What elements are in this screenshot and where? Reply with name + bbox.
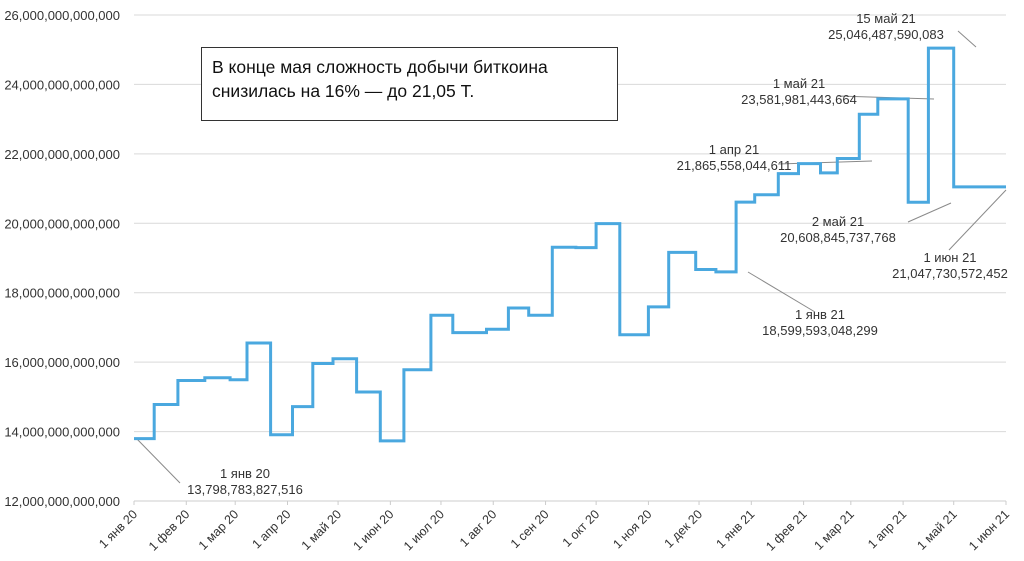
- annotation-label: 1 апр 21 21,865,558,044,611: [677, 142, 792, 173]
- annotation-label: 15 май 21 25,046,487,590,083: [828, 11, 944, 42]
- annotation-value: 21,865,558,044,611: [677, 158, 792, 173]
- y-tick-label: 12,000,000,000,000: [4, 494, 120, 509]
- x-tick-label: 1 июн 20: [350, 507, 396, 553]
- x-tick-label: 1 июн 21: [966, 507, 1012, 553]
- annotation-date: 1 июн 21: [923, 250, 976, 265]
- annotation-date: 1 апр 21: [709, 142, 759, 157]
- annotation-date: 2 май 21: [812, 214, 864, 229]
- annotation-leader-line: [948, 189, 1007, 251]
- x-tick-label: 1 июл 20: [401, 507, 447, 553]
- annotation-label: 1 янв 20 13,798,783,827,516: [187, 466, 303, 497]
- annotation-date: 1 янв 20: [220, 466, 270, 481]
- annotation-leader-line: [135, 437, 181, 484]
- y-tick-label: 24,000,000,000,000: [4, 77, 120, 92]
- x-tick-label: 1 фев 21: [763, 507, 809, 553]
- x-tick-label: 1 ноя 20: [610, 507, 654, 551]
- annotation-leader-line: [777, 160, 873, 165]
- x-tick-label: 1 мар 20: [196, 507, 242, 553]
- y-tick-label: 16,000,000,000,000: [4, 355, 120, 370]
- x-tick-label: 1 май 21: [914, 507, 960, 553]
- y-tick-label: 26,000,000,000,000: [4, 8, 120, 23]
- y-tick-label: 18,000,000,000,000: [4, 286, 120, 301]
- x-axis: 1 янв 20 1 фев 20 1 мар 20 1 апр 20 1 май 20…: [96, 500, 1012, 554]
- annotation-leader-line: [907, 202, 952, 223]
- annotation-value: 13,798,783,827,516: [187, 482, 303, 497]
- y-tick-label: 20,000,000,000,000: [4, 216, 120, 231]
- annotation-label: 1 май 21 23,581,981,443,664: [741, 76, 857, 107]
- annotation-label: 2 май 21 20,608,845,737,768: [780, 214, 896, 245]
- annotation-date: 15 май 21: [856, 11, 916, 26]
- annotations: 1 янв 20 13,798,783,827,516 1 янв 21 18,599…: [187, 11, 1008, 497]
- x-tick-label: 1 апр 20: [249, 507, 293, 551]
- annotation-date: 1 янв 21: [795, 307, 845, 322]
- annotation-leader-line: [747, 271, 816, 313]
- y-axis: 12,000,000,000,000 14,000,000,000,000 16,0…: [4, 8, 120, 509]
- annotation-value: 23,581,981,443,664: [741, 92, 857, 107]
- annotation-value: 18,599,593,048,299: [762, 323, 878, 338]
- info-box-line-1: В конце мая сложность добычи биткоина: [212, 57, 548, 77]
- x-tick-label: 1 фев 20: [146, 507, 192, 553]
- x-tick-label: 1 янв 21: [714, 507, 758, 551]
- series-layer: [134, 46, 1006, 443]
- info-box: В конце мая сложность добычи биткоина сн…: [201, 47, 618, 121]
- y-tick-label: 22,000,000,000,000: [4, 147, 120, 162]
- x-tick-label: 1 янв 20: [96, 507, 140, 551]
- x-tick-label: 1 сен 20: [508, 507, 552, 551]
- y-tick-label: 14,000,000,000,000: [4, 425, 120, 440]
- x-tick-label: 1 авг 20: [457, 507, 499, 549]
- annotation-date: 1 май 21: [773, 76, 825, 91]
- difficulty-series-line: [134, 46, 1006, 443]
- x-tick-label: 1 май 20: [299, 507, 345, 553]
- info-box-line-2: снизилась на 16% — до 21,05 T.: [212, 81, 475, 101]
- x-tick-label: 1 окт 20: [560, 507, 603, 550]
- x-tick-label: 1 дек 20: [662, 507, 706, 551]
- annotation-value: 21,047,730,572,452: [892, 266, 1008, 281]
- x-tick-label: 1 мар 21: [811, 507, 857, 553]
- annotation-label: 1 июн 21 21,047,730,572,452: [892, 250, 1008, 281]
- x-tick-label: 1 апр 21: [865, 507, 909, 551]
- annotation-label: 1 янв 21 18,599,593,048,299: [762, 307, 878, 338]
- annotation-value: 20,608,845,737,768: [780, 230, 896, 245]
- annotation-leader-line: [957, 30, 977, 48]
- annotation-value: 25,046,487,590,083: [828, 27, 944, 42]
